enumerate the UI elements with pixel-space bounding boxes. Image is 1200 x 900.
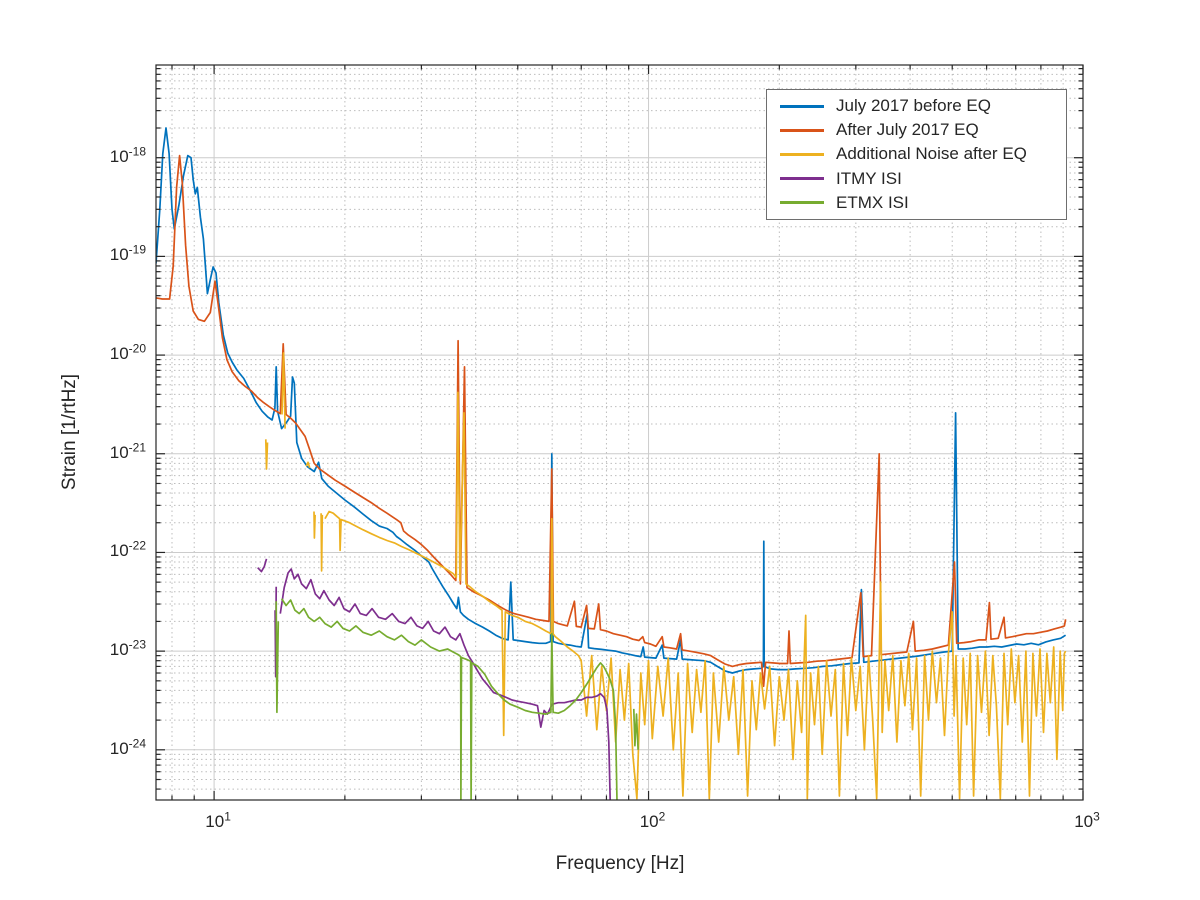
legend-line-sample-orange xyxy=(780,128,824,132)
series-additional-noise-after-eq xyxy=(313,511,316,539)
y-axis-title: Strain [1/rtHz] xyxy=(59,373,80,491)
legend-label: July 2017 before EQ xyxy=(836,96,991,116)
legend-line-sample-green xyxy=(780,201,824,205)
series-etmx-isi xyxy=(275,601,280,714)
y-tick-label: 10-22 xyxy=(109,538,146,561)
series-itmy-isi xyxy=(279,568,612,800)
legend-label: After July 2017 EQ xyxy=(836,120,979,140)
legend-label: ETMX ISI xyxy=(836,192,909,212)
x-tick-label: 102 xyxy=(639,809,666,831)
legend-row: Additional Noise after EQ xyxy=(767,143,1066,165)
legend-line-sample-blue xyxy=(780,104,824,108)
y-tick-label: 10-21 xyxy=(109,440,146,462)
series-group xyxy=(156,127,1067,800)
legend-label: ITMY ISI xyxy=(836,168,902,188)
legend-row: July 2017 before EQ xyxy=(767,95,1066,117)
y-tick-label: 10-23 xyxy=(109,637,146,660)
y-tick-label: 10-24 xyxy=(109,736,146,758)
legend-row: After July 2017 EQ xyxy=(767,119,1066,141)
legend-line-sample-purple xyxy=(780,177,824,181)
y-tick-label: 10-19 xyxy=(109,242,146,265)
legend: July 2017 before EQ After July 2017 EQ A… xyxy=(766,89,1067,220)
legend-row: ITMY ISI xyxy=(767,168,1066,190)
series-itmy-isi xyxy=(257,558,268,573)
series-etmx-isi xyxy=(280,598,618,800)
x-tick-label: 101 xyxy=(205,809,231,831)
x-axis-title: Frequency [Hz] xyxy=(555,853,685,874)
series-additional-noise-after-eq xyxy=(264,439,269,470)
x-tick-label: 103 xyxy=(1074,809,1100,831)
series-additional-noise-after-eq xyxy=(320,513,324,572)
series-etmx-isi xyxy=(632,708,639,750)
series-additional-noise-after-eq xyxy=(305,461,311,469)
legend-row: ETMX ISI xyxy=(767,192,1066,214)
y-tick-label: 10-18 xyxy=(109,144,146,166)
legend-label: Additional Noise after EQ xyxy=(836,144,1027,164)
series-additional-noise-after-eq xyxy=(324,391,1067,800)
axes-box xyxy=(155,64,1084,801)
series-additional-noise-after-eq xyxy=(281,352,286,429)
legend-line-sample-yellow xyxy=(780,152,824,156)
y-tick-label: 10-20 xyxy=(109,341,146,364)
